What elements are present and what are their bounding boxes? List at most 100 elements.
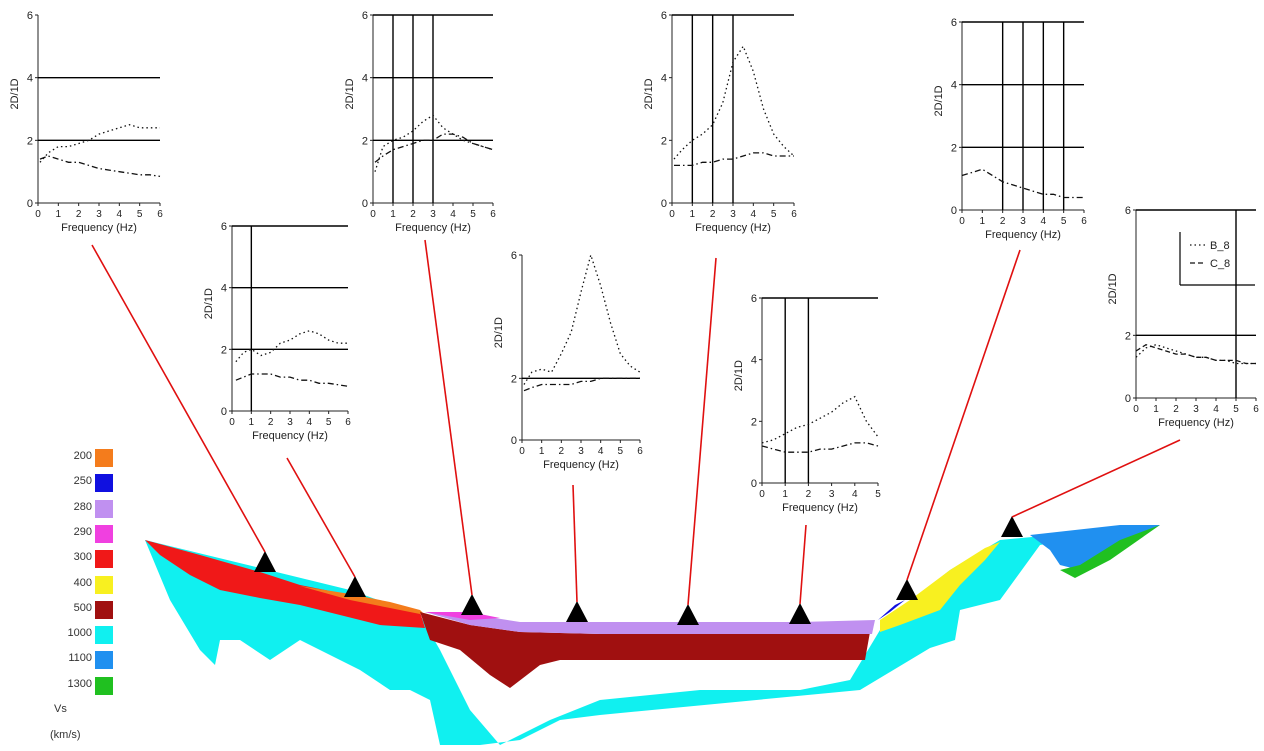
x-tick-label: 3: [829, 489, 835, 500]
y-tick-label: 0: [751, 478, 757, 490]
layer-500: [420, 612, 870, 688]
y-tick-label: 0: [1125, 393, 1131, 405]
station-markers: [254, 516, 1023, 625]
hv-ratio-charts: 0 1 2 3 4 5 6 0 2 4 6 Frequency (Hz) 2D/1D 0 1 2 3 4 5 6 0 2 4…: [9, 10, 1259, 514]
connector-line: [91, 244, 266, 553]
legend-value: 200: [73, 450, 92, 462]
y-axis-label: 2D/1D: [933, 85, 945, 116]
x-tick-label: 1: [782, 489, 788, 500]
connector-line: [572, 484, 578, 603]
x-tick-label: 1: [1153, 404, 1159, 415]
y-tick-label: 6: [1125, 205, 1131, 217]
station-marker: [1001, 516, 1023, 537]
x-tick-label: 5: [470, 209, 476, 220]
legend-value: 300: [73, 551, 92, 564]
legend-item: 1300: [50, 675, 120, 697]
x-tick-label: 2: [410, 209, 416, 220]
legend-swatch: [95, 524, 113, 543]
connector-line: [687, 257, 717, 606]
y-tick-label: 6: [951, 17, 957, 29]
x-tick-label: 3: [578, 446, 584, 457]
y-tick-label: 2: [27, 135, 33, 147]
legend-swatch: [95, 626, 113, 645]
x-axis-label: Frequency (Hz): [543, 459, 619, 471]
x-tick-label: 1: [539, 446, 545, 457]
y-tick-label: 6: [362, 10, 368, 22]
legend-item: 290: [50, 523, 120, 545]
plot-area: [1136, 210, 1256, 398]
legend-value: 250: [73, 475, 92, 488]
x-tick-label: 0: [759, 489, 765, 500]
x-tick-label: 5: [875, 489, 881, 500]
y-tick-label: 0: [27, 198, 33, 210]
y-tick-label: 2: [751, 416, 757, 428]
legend-swatch: [95, 449, 113, 467]
y-tick-label: 4: [27, 73, 33, 85]
legend-title: Vs: [54, 703, 67, 715]
x-tick-label: 5: [618, 446, 624, 457]
layer-250: [878, 600, 905, 620]
legend-item: 500: [50, 599, 120, 621]
legend-swatch: [95, 600, 113, 619]
y-tick-label: 4: [221, 283, 227, 295]
x-tick-label: 6: [490, 209, 496, 220]
connector-line: [906, 249, 1021, 581]
legend-swatch: [95, 499, 113, 518]
connector-line: [286, 457, 356, 578]
x-tick-label: 3: [287, 417, 293, 428]
legend-value: 400: [73, 576, 92, 589]
x-tick-label: 1: [249, 417, 255, 428]
legend-label: B_8: [1210, 240, 1230, 252]
series-line: [961, 168, 1084, 199]
hv-chart: 0 1 2 3 4 5 6 0 2 4 6 Frequency (Hz) 2D/1D: [9, 10, 163, 234]
x-tick-label: 6: [637, 446, 643, 457]
legend-item: 200: [50, 447, 120, 469]
layer-400: [880, 542, 1000, 632]
hv-chart: 0 1 2 3 4 5 6 0 2 6 Frequency (Hz) 2D/1D B_8 C_8: [1107, 205, 1259, 429]
legend-value: 280: [73, 500, 92, 513]
series-line: [374, 133, 494, 163]
layer-1300: [1060, 525, 1160, 578]
x-tick-label: 0: [370, 209, 376, 220]
connector-line: [1011, 439, 1181, 518]
legend-swatch: [95, 575, 113, 594]
hv-chart: 0 1 2 3 4 5 6 0 2 6 Frequency (Hz) 2D/1D: [493, 250, 643, 471]
y-tick-label: 2: [1125, 330, 1131, 342]
x-axis-label: Frequency (Hz): [395, 222, 471, 234]
x-tick-label: 0: [959, 216, 965, 227]
station-marker: [461, 594, 483, 615]
y-tick-label: 4: [362, 73, 368, 85]
x-axis-label: Frequency (Hz): [782, 502, 858, 514]
y-tick-label: 6: [511, 250, 517, 262]
x-tick-label: 4: [1041, 216, 1047, 227]
x-tick-label: 4: [450, 209, 456, 220]
legend-label: C_8: [1210, 258, 1230, 270]
series-line: [374, 114, 494, 172]
y-tick-label: 0: [221, 406, 227, 418]
legend-item: 250: [50, 472, 120, 494]
y-tick-label: 6: [661, 10, 667, 22]
y-tick-label: 2: [362, 135, 368, 147]
x-tick-label: 3: [1020, 216, 1026, 227]
x-tick-label: 4: [307, 417, 313, 428]
x-axis-label: Frequency (Hz): [61, 222, 137, 234]
y-tick-label: 4: [751, 355, 757, 367]
series-line: [673, 44, 795, 160]
x-tick-label: 1: [980, 216, 986, 227]
y-axis-label: 2D/1D: [643, 78, 655, 109]
series-line: [39, 155, 161, 178]
x-axis-label: Frequency (Hz): [985, 229, 1061, 241]
x-tick-label: 4: [1213, 404, 1219, 415]
x-tick-label: 2: [710, 209, 716, 220]
y-tick-label: 4: [951, 80, 957, 92]
station-marker: [254, 551, 276, 572]
y-tick-label: 2: [511, 373, 517, 385]
legend-swatch: [95, 651, 113, 670]
station-marker: [896, 579, 918, 600]
station-marker: [789, 603, 811, 624]
y-axis-label: 2D/1D: [733, 360, 745, 391]
series-line: [761, 395, 879, 444]
x-tick-label: 0: [669, 209, 675, 220]
station-marker: [344, 576, 366, 597]
y-axis-label: 2D/1D: [344, 78, 356, 109]
